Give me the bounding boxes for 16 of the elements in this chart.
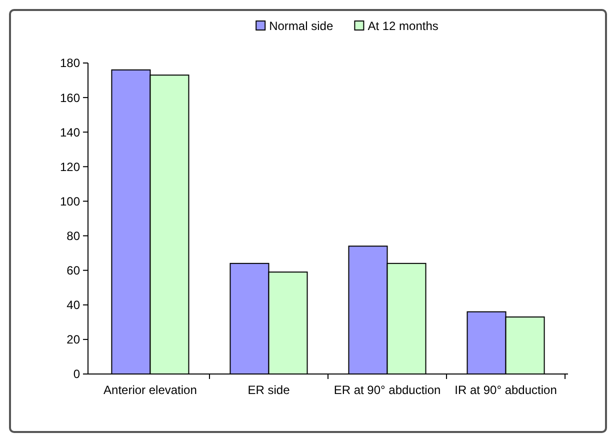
x-tick-label: ER at 90° abduction bbox=[334, 383, 441, 397]
y-tick-label: 100 bbox=[60, 194, 80, 208]
y-tick-label: 120 bbox=[60, 160, 80, 174]
y-tick-label: 180 bbox=[60, 56, 80, 70]
y-tick-label: 20 bbox=[66, 332, 80, 347]
y-tick-label: 40 bbox=[66, 298, 80, 312]
x-tick-label: IR at 90° abduction bbox=[454, 383, 557, 397]
y-tick-label: 80 bbox=[66, 228, 80, 243]
legend-label: Normal side bbox=[269, 19, 334, 33]
y-tick-label: 140 bbox=[60, 125, 80, 140]
legend-label: At 12 months bbox=[368, 19, 438, 33]
y-tick-label: 160 bbox=[60, 90, 80, 105]
y-tick-label: 60 bbox=[66, 264, 80, 278]
x-tick-label: Anterior elevation bbox=[104, 383, 197, 397]
x-tick-label: ER side bbox=[248, 383, 290, 397]
y-tick-label: 0 bbox=[73, 367, 80, 382]
